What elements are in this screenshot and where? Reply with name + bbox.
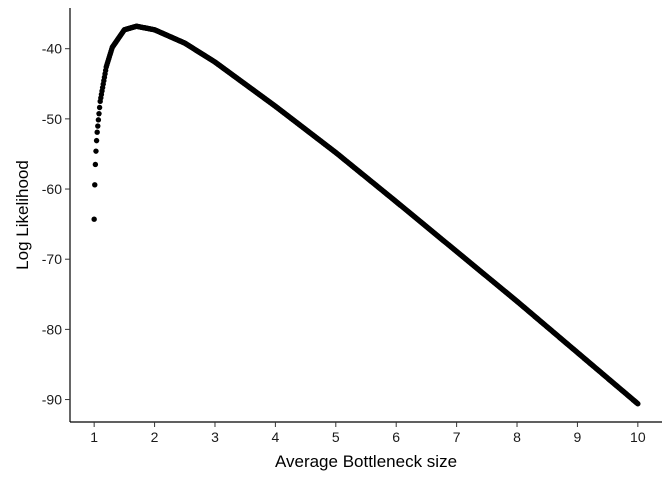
data-point <box>92 161 99 168</box>
data-point <box>95 123 101 129</box>
y-tick-label: -90 <box>42 392 62 408</box>
data-point <box>635 401 641 407</box>
y-tick-label: -60 <box>42 181 62 197</box>
data-point <box>96 104 103 111</box>
x-tick-label: 7 <box>453 429 461 445</box>
x-tick-label: 8 <box>513 429 521 445</box>
x-tick-label: 10 <box>630 429 646 445</box>
y-tick-label: -50 <box>42 111 62 127</box>
y-axis-title: Log Likelihood <box>13 160 32 270</box>
data-point <box>93 137 100 144</box>
x-tick-label: 5 <box>332 429 340 445</box>
x-tick-label: 2 <box>151 429 159 445</box>
x-tick-label: 9 <box>574 429 582 445</box>
y-axis-ticks: -90 -80 -70 -60 -50 -40 <box>42 41 70 408</box>
data-point <box>91 216 97 222</box>
x-axis-title: Average Bottleneck size <box>275 452 457 471</box>
data-points <box>91 23 641 407</box>
y-tick-label: -80 <box>42 321 62 337</box>
x-axis-ticks: 1 2 3 4 5 6 7 8 9 10 <box>90 422 646 445</box>
data-point <box>93 148 99 154</box>
y-tick-label: -70 <box>42 251 62 267</box>
x-tick-label: 3 <box>211 429 219 445</box>
x-tick-label: 4 <box>271 429 279 445</box>
data-point <box>95 117 102 123</box>
x-tick-label: 1 <box>90 429 98 445</box>
data-point <box>96 110 102 117</box>
data-point <box>94 129 100 135</box>
data-point <box>92 182 98 188</box>
y-tick-label: -40 <box>42 41 62 57</box>
x-tick-label: 6 <box>392 429 400 445</box>
